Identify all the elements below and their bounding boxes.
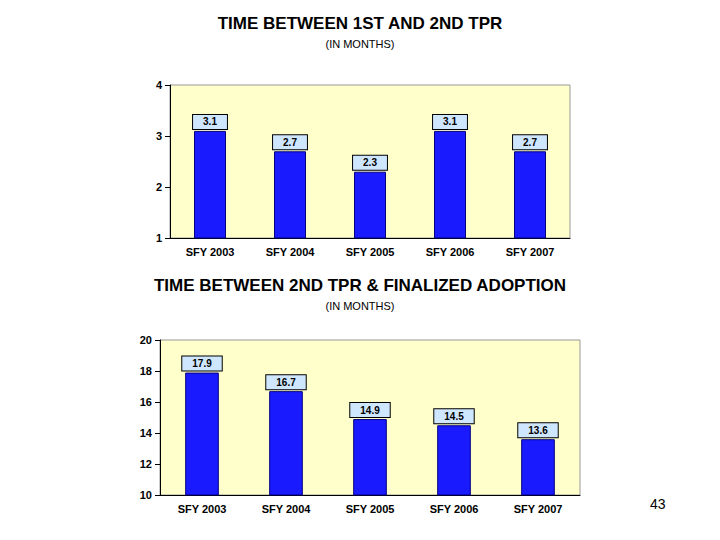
svg-text:SFY 2003: SFY 2003 xyxy=(178,503,227,515)
svg-text:10: 10 xyxy=(140,489,152,501)
html-text:43: 43 xyxy=(650,496,666,512)
svg-text:SFY 2003: SFY 2003 xyxy=(186,246,235,258)
svg-text:12: 12 xyxy=(140,458,152,470)
svg-text:3.1: 3.1 xyxy=(203,116,217,127)
svg-text:2.7: 2.7 xyxy=(523,137,537,148)
svg-text:3: 3 xyxy=(156,130,162,142)
svg-text:17.9: 17.9 xyxy=(192,358,212,369)
svg-text:(IN MONTHS): (IN MONTHS) xyxy=(325,300,394,312)
svg-text:3.1: 3.1 xyxy=(443,116,457,127)
svg-text:SFY 2007: SFY 2007 xyxy=(514,503,563,515)
svg-text:TIME BETWEEN 1ST AND 2ND TPR: TIME BETWEEN 1ST AND 2ND TPR xyxy=(218,14,503,33)
svg-text:4: 4 xyxy=(156,79,163,91)
svg-text:SFY 2004: SFY 2004 xyxy=(266,246,316,258)
svg-text:2: 2 xyxy=(156,181,162,193)
svg-text:14.5: 14.5 xyxy=(444,411,464,422)
svg-text:13.6: 13.6 xyxy=(528,425,548,436)
svg-text:SFY 2007: SFY 2007 xyxy=(506,246,555,258)
svg-text:SFY 2006: SFY 2006 xyxy=(426,246,475,258)
svg-text:SFY 2005: SFY 2005 xyxy=(346,503,395,515)
svg-text:SFY 2005: SFY 2005 xyxy=(346,246,395,258)
svg-text:16.7: 16.7 xyxy=(276,377,296,388)
svg-text:SFY 2006: SFY 2006 xyxy=(430,503,479,515)
svg-text:(IN MONTHS): (IN MONTHS) xyxy=(325,38,394,50)
svg-text:SFY 2004: SFY 2004 xyxy=(262,503,312,515)
svg-text:14.9: 14.9 xyxy=(360,405,380,416)
svg-text:2.3: 2.3 xyxy=(363,157,377,168)
svg-text:18: 18 xyxy=(140,365,152,377)
svg-text:1: 1 xyxy=(156,232,162,244)
svg-text:14: 14 xyxy=(140,427,153,439)
svg-text:16: 16 xyxy=(140,396,152,408)
svg-text:20: 20 xyxy=(140,334,152,346)
svg-text:TIME BETWEEN 2ND TPR & FINALIZ: TIME BETWEEN 2ND TPR & FINALIZED ADOPTIO… xyxy=(154,276,566,295)
svg-text:2.7: 2.7 xyxy=(283,137,297,148)
